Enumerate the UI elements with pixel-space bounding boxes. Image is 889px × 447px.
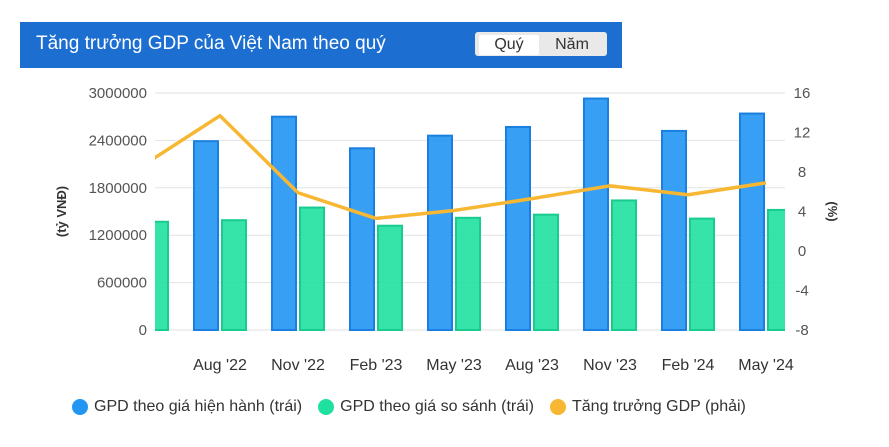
y-right-tick-label: 12: [794, 125, 811, 142]
bar-current-price: [349, 147, 375, 331]
bar-constant-price: [533, 213, 559, 331]
x-tick-label: Feb '24: [662, 357, 715, 374]
x-tick-label: May '23: [426, 357, 482, 374]
bar-current-price: [583, 97, 609, 331]
y-left-tick-label: 600000: [97, 275, 147, 292]
x-tick-label: Feb '23: [350, 357, 403, 374]
y-left-tick-label: 0: [139, 322, 147, 339]
y-right-tick-label: -8: [795, 322, 808, 339]
chart-header: Tăng trưởng GDP của Việt Nam theo quý Qu…: [20, 22, 622, 68]
bar-constant-price: [377, 224, 403, 331]
y-right-tick-label: 8: [798, 164, 806, 181]
y-right-tick-label: -4: [795, 283, 808, 300]
legend-swatch: [72, 399, 88, 415]
legend-item-current-price[interactable]: GPD theo giá hiện hành (trái): [72, 398, 302, 416]
bar-constant-price: [767, 208, 785, 331]
bar-current-price: [193, 140, 219, 331]
legend-label: GPD theo giá hiện hành (trái): [94, 398, 303, 415]
x-tick-label: May '24: [738, 357, 794, 374]
y-left-tick-label: 1800000: [89, 180, 147, 197]
y-right-axis-title: (%): [825, 201, 840, 221]
y-left-tick-label: 3000000: [89, 85, 147, 102]
bar-current-price: [661, 129, 687, 331]
bar-current-price: [271, 115, 297, 331]
bars-group: [155, 97, 785, 332]
bar-current-price: [505, 125, 531, 331]
legend-item-constant-price[interactable]: GPD theo giá so sánh (trái): [318, 398, 534, 416]
tab-year[interactable]: Năm: [555, 36, 589, 53]
x-tick-label: Aug '22: [193, 357, 247, 374]
chart-legend: GPD theo giá hiện hành (trái) GPD theo g…: [72, 398, 746, 416]
bar-constant-price: [221, 219, 247, 331]
growth-line: [155, 113, 767, 221]
bar-current-price: [427, 134, 453, 331]
y-right-tick-label: 16: [794, 85, 811, 102]
legend-label: Tăng trưởng GDP (phải): [572, 398, 746, 415]
y-right-tick-label: 0: [798, 243, 806, 260]
bar-constant-price: [299, 206, 325, 331]
x-tick-label: Nov '23: [583, 357, 637, 374]
bar-constant-price: [455, 216, 481, 332]
legend-swatch: [318, 399, 335, 415]
period-toggle: Quý Năm: [475, 32, 607, 56]
y-left-tick-label: 2400000: [89, 132, 147, 149]
legend-label: GPD theo giá so sánh (trái): [340, 398, 534, 415]
y-left-tick-label: 1200000: [89, 227, 147, 244]
y-right-tick-label: 4: [798, 204, 806, 221]
tab-quarter[interactable]: Quý: [479, 35, 539, 55]
x-tick-label: Nov '22: [271, 357, 325, 374]
chart-plot: 0 600000 1200000 1800000 2400000 3000000 -8 -4 0…: [54, 85, 840, 374]
bar-constant-price: [155, 220, 169, 332]
legend-item-growth[interactable]: Tăng trưởng GDP (phải): [550, 398, 746, 416]
bar-constant-price: [611, 199, 637, 331]
x-tick-label: Aug '23: [505, 357, 559, 374]
bar-current-price: [739, 112, 765, 332]
bar-constant-price: [689, 217, 715, 331]
chart-title: Tăng trưởng GDP của Việt Nam theo quý: [36, 33, 386, 54]
legend-swatch: [550, 399, 566, 415]
y-left-axis-title: (tỷ VNĐ): [54, 186, 69, 237]
